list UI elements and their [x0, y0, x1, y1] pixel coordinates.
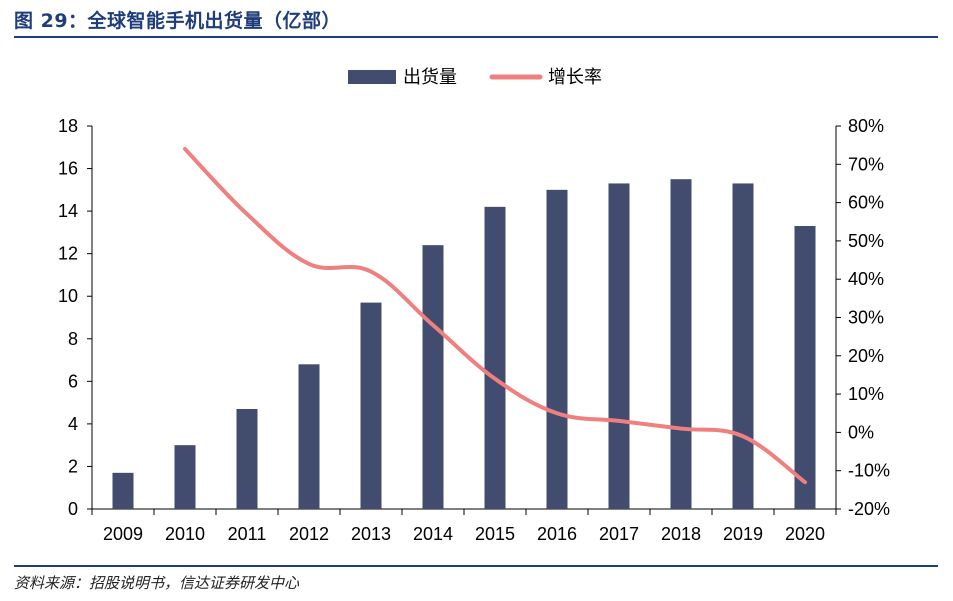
- legend-line-label: 增长率: [548, 67, 602, 87]
- x-axis-tick-label: 2010: [165, 524, 205, 544]
- chart-svg: 出货量 增长率 0 2 4 6 8 10 12 14 16 18 -20% -10% 0% 10% 20% 3…: [58, 67, 890, 544]
- x-axis-tick-label: 2013: [351, 524, 391, 544]
- x-axis-tick-label: 2011: [228, 524, 267, 544]
- source-note: 资料来源：招股说明书，信达证券研发中心: [14, 574, 300, 592]
- x-axis-tick-label: 2016: [537, 524, 577, 544]
- x-axis-tick-label: 2020: [785, 524, 825, 544]
- bar-shipments: [360, 302, 382, 509]
- bar-shipments: [546, 189, 568, 510]
- bar-shipments: [422, 245, 444, 509]
- bar-shipments: [484, 206, 506, 509]
- bar-shipments: [670, 179, 692, 509]
- source-rule: [14, 565, 938, 567]
- right-axis-tick-label: 60%: [848, 193, 884, 213]
- title-rule: [14, 36, 938, 38]
- legend-bar-label: 出货量: [403, 67, 457, 87]
- bar-shipments: [608, 183, 630, 509]
- right-axis-tick-label: 40%: [848, 269, 884, 289]
- x-axis-tick-label: 2017: [599, 524, 639, 544]
- left-axis-tick-label: 16: [58, 159, 78, 179]
- right-axis-tick-label: 0%: [848, 422, 874, 442]
- left-axis-tick-label: 12: [58, 244, 78, 264]
- right-axis-tick-label: 10%: [848, 384, 884, 404]
- right-axis-tick-label: 70%: [848, 154, 884, 174]
- left-axis-tick-label: 14: [58, 201, 78, 221]
- legend-bar-swatch: [348, 70, 396, 84]
- left-axis-tick-label: 0: [68, 499, 78, 519]
- right-axis-tick-label: 80%: [848, 116, 884, 136]
- chart-area: 出货量 增长率 0 2 4 6 8 10 12 14 16 18 -20% -10% 0% 10% 20% 3…: [0, 40, 953, 560]
- bar-shipments: [112, 472, 134, 509]
- legend: 出货量 增长率: [348, 67, 602, 87]
- bar-series: [112, 179, 816, 510]
- right-axis-tick-label: 20%: [848, 346, 884, 366]
- x-axis-tick-label: 2019: [723, 524, 763, 544]
- x-axis-tick-label: 2012: [289, 524, 329, 544]
- x-axis-tick-label: 2014: [413, 524, 453, 544]
- left-axis-tick-label: 2: [68, 456, 78, 476]
- figure-title: 图 29：全球智能手机出货量（亿部）: [14, 10, 342, 32]
- bar-shipments: [794, 226, 816, 509]
- left-axis-tick-label: 4: [68, 414, 78, 434]
- right-axis-tick-label: -10%: [848, 461, 890, 481]
- x-axis-tick-label: 2009: [103, 524, 143, 544]
- x-axis-tick-label: 2018: [661, 524, 701, 544]
- x-axis-tick-label: 2015: [475, 524, 515, 544]
- left-axis-tick-label: 18: [58, 116, 78, 136]
- right-axis-tick-label: -20%: [848, 499, 890, 519]
- bar-shipments: [174, 445, 196, 509]
- bar-shipments: [298, 364, 320, 509]
- right-axis-tick-label: 30%: [848, 308, 884, 328]
- right-axis-tick-label: 50%: [848, 231, 884, 251]
- bar-shipments: [732, 183, 754, 509]
- bar-shipments: [236, 408, 258, 509]
- left-axis-tick-label: 6: [68, 371, 78, 391]
- left-axis-tick-label: 8: [68, 329, 78, 349]
- left-axis-tick-label: 10: [58, 286, 78, 306]
- growth-rate-line: [183, 146, 807, 485]
- line-series: [183, 146, 807, 485]
- axes: 0 2 4 6 8 10 12 14 16 18 -20% -10% 0% 10% 20% 30% 40% 50%…: [58, 116, 890, 544]
